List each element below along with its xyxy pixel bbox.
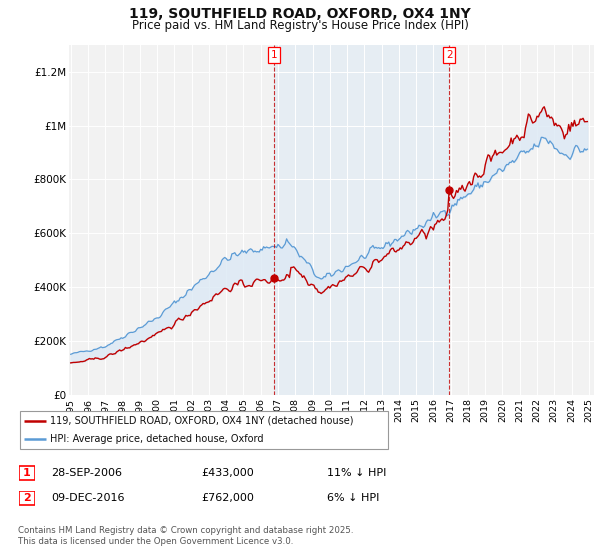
Text: 2: 2: [23, 493, 31, 503]
FancyBboxPatch shape: [19, 466, 35, 480]
Text: Price paid vs. HM Land Registry's House Price Index (HPI): Price paid vs. HM Land Registry's House …: [131, 19, 469, 32]
FancyBboxPatch shape: [19, 491, 35, 506]
Text: Contains HM Land Registry data © Crown copyright and database right 2025.
This d: Contains HM Land Registry data © Crown c…: [18, 526, 353, 546]
Text: 09-DEC-2016: 09-DEC-2016: [51, 493, 125, 503]
Bar: [274, 45, 449, 395]
Text: 119, SOUTHFIELD ROAD, OXFORD, OX4 1NY: 119, SOUTHFIELD ROAD, OXFORD, OX4 1NY: [129, 7, 471, 21]
FancyBboxPatch shape: [20, 411, 388, 449]
Text: 119, SOUTHFIELD ROAD, OXFORD, OX4 1NY (detached house): 119, SOUTHFIELD ROAD, OXFORD, OX4 1NY (d…: [50, 416, 353, 426]
Text: 6% ↓ HPI: 6% ↓ HPI: [327, 493, 379, 503]
Text: 28-SEP-2006: 28-SEP-2006: [51, 468, 122, 478]
Text: HPI: Average price, detached house, Oxford: HPI: Average price, detached house, Oxfo…: [50, 434, 263, 444]
Text: £762,000: £762,000: [201, 493, 254, 503]
Text: 2: 2: [446, 50, 452, 60]
Text: 1: 1: [271, 50, 277, 60]
Text: 11% ↓ HPI: 11% ↓ HPI: [327, 468, 386, 478]
Text: £433,000: £433,000: [201, 468, 254, 478]
Text: 1: 1: [23, 468, 31, 478]
